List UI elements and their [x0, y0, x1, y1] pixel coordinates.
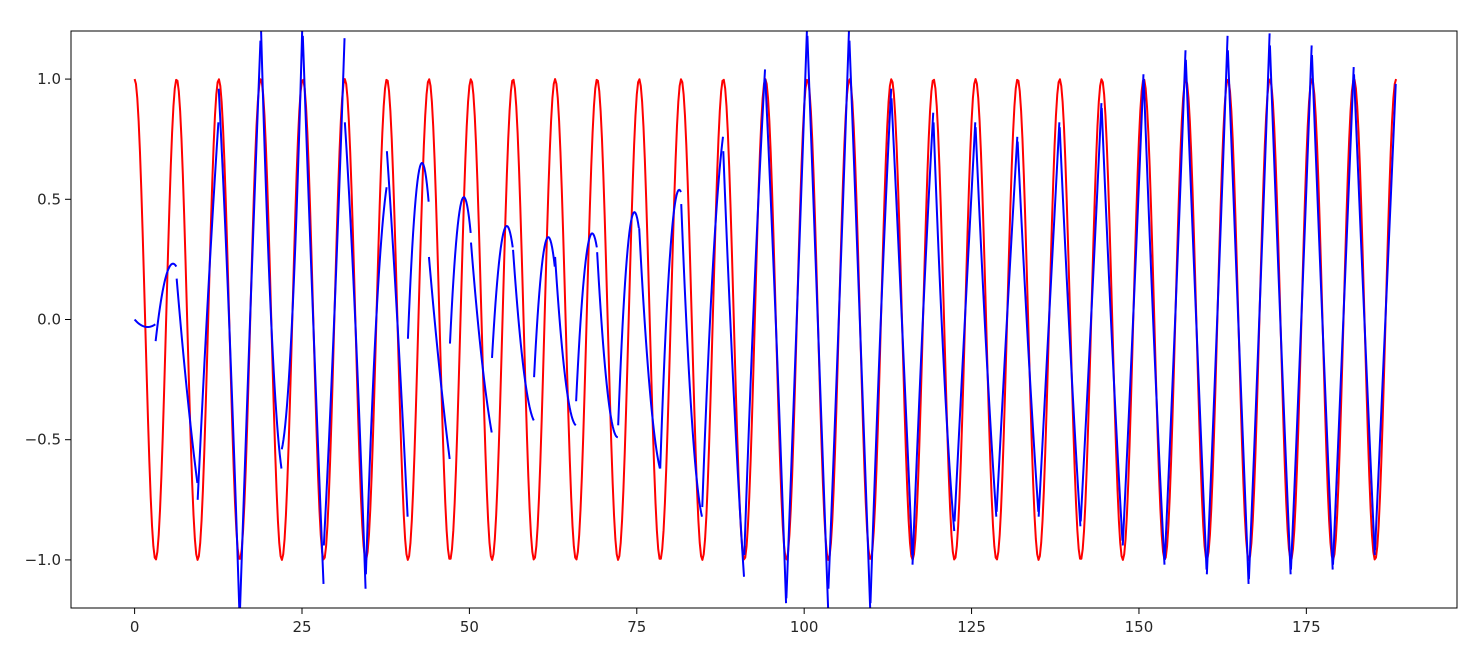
- x-tick-label: 0: [130, 618, 140, 636]
- y-axis: −1.0 −0.5 0.0 0.5 1.0: [25, 70, 71, 569]
- prediction-segment: [932, 122, 956, 532]
- prediction-segment: [743, 69, 767, 556]
- prediction-segment: [154, 262, 178, 342]
- prediction-segment: [1037, 122, 1061, 517]
- prediction-segment: [1226, 50, 1250, 584]
- prediction-segment: [953, 122, 977, 522]
- prediction-segment: [448, 196, 472, 344]
- x-tick-label: 50: [460, 618, 479, 636]
- y-tick-label: 0.0: [37, 311, 61, 329]
- prediction-segment: [239, 40, 262, 608]
- prediction-segment: [1100, 107, 1124, 541]
- prediction-segment: [280, 31, 304, 450]
- prediction-segment: [260, 31, 283, 469]
- prediction-segment: [1142, 79, 1166, 565]
- prediction-segment: [1247, 33, 1271, 580]
- prediction-segment: [659, 188, 682, 469]
- prediction-segment: [1163, 50, 1187, 560]
- prediction-segment: [554, 256, 577, 426]
- prediction-segment: [1079, 103, 1103, 522]
- prediction-segment: [217, 88, 241, 608]
- prediction-segment: [764, 79, 788, 604]
- prediction-segment: [364, 187, 388, 575]
- prediction-segment: [1016, 141, 1040, 512]
- prediction-segment: [1268, 45, 1292, 575]
- prediction-segment: [701, 136, 724, 508]
- prediction-segment: [1310, 55, 1334, 570]
- prediction-segment: [806, 35, 830, 608]
- prediction-segment: [848, 40, 872, 608]
- prediction-segment: [175, 278, 199, 484]
- prediction-segment: [512, 249, 535, 421]
- prediction-segment: [1332, 67, 1355, 565]
- prediction-segment: [1121, 74, 1145, 546]
- x-tick-label: 100: [790, 618, 819, 636]
- y-tick-label: 1.0: [37, 70, 61, 88]
- prediction-segment: [1205, 35, 1229, 575]
- x-tick-label: 125: [957, 618, 986, 636]
- prediction-segment: [869, 88, 893, 604]
- prediction-segment: [427, 256, 451, 460]
- series-layer: [133, 31, 1398, 608]
- prediction-segment: [1289, 45, 1313, 570]
- prediction-segment: [470, 242, 493, 433]
- series-line-reference: [133, 78, 1398, 561]
- x-tick-label: 175: [1292, 618, 1321, 636]
- prediction-segment: [575, 232, 598, 402]
- prediction-segment: [995, 136, 1019, 512]
- prediction-segment: [617, 211, 640, 426]
- y-tick-label: −0.5: [25, 431, 61, 449]
- prediction-segment: [974, 127, 998, 517]
- prediction-segment: [1058, 127, 1082, 527]
- prediction-segment: [722, 151, 745, 577]
- prediction-segment: [680, 204, 703, 517]
- prediction-segment: [1353, 74, 1376, 556]
- y-tick-label: −1.0: [25, 551, 61, 569]
- prediction-segment: [133, 318, 156, 329]
- prediction-segment: [596, 252, 619, 439]
- x-axis: 0 25 50 75 100 125 150 175: [130, 608, 1321, 636]
- prediction-segment: [491, 224, 514, 359]
- prediction-segment: [911, 112, 935, 565]
- prediction-segment: [385, 151, 409, 517]
- prediction-segment: [827, 31, 850, 589]
- prediction-segment: [533, 236, 556, 378]
- prediction-segment: [406, 161, 430, 339]
- prediction-segment: [1184, 59, 1208, 570]
- prediction-segment: [638, 228, 661, 469]
- prediction-segment: [890, 98, 914, 556]
- prediction-segment: [785, 31, 808, 599]
- prediction-segment: [1374, 83, 1397, 551]
- x-tick-label: 150: [1125, 618, 1154, 636]
- x-tick-label: 75: [627, 618, 646, 636]
- x-tick-label: 25: [292, 618, 311, 636]
- prediction-segment: [343, 122, 367, 589]
- prediction-segment: [196, 122, 220, 500]
- prediction-segment: [322, 38, 346, 546]
- y-tick-label: 0.5: [37, 190, 61, 208]
- prediction-segment: [301, 35, 325, 585]
